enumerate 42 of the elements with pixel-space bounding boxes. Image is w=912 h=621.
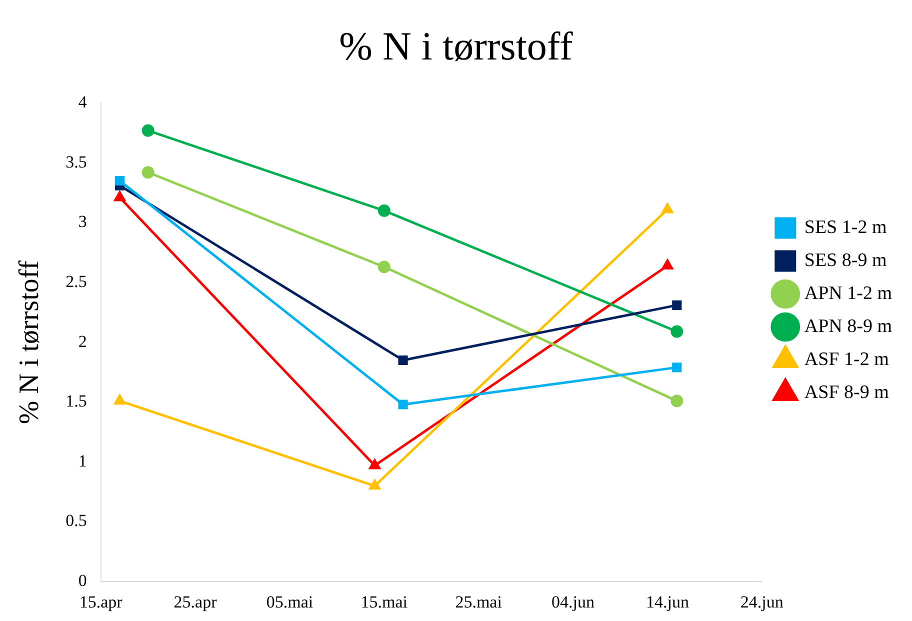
y-tick-label: 4 bbox=[78, 92, 88, 112]
x-tick-label: 25.mai bbox=[455, 592, 502, 612]
y-tick-label: 0 bbox=[78, 571, 87, 590]
point bbox=[672, 300, 682, 310]
x-tick-label: 04.jun bbox=[552, 592, 595, 612]
point bbox=[378, 204, 390, 217]
y-axis-title: % N i tørrstoff bbox=[14, 260, 46, 424]
y-tick-label: 2 bbox=[78, 332, 87, 351]
legend-label: SES 8-9 m bbox=[804, 250, 887, 271]
point bbox=[398, 400, 408, 410]
point bbox=[142, 124, 154, 137]
y-tick-label: 3 bbox=[78, 212, 87, 232]
legend-label: ASF 8-9 m bbox=[804, 382, 890, 403]
point bbox=[398, 355, 408, 366]
point bbox=[369, 459, 380, 470]
point bbox=[114, 191, 126, 202]
point bbox=[369, 480, 380, 490]
x-tick-label: 05.mai bbox=[266, 592, 314, 612]
legend-label: APN 8-9 m bbox=[804, 316, 892, 337]
point bbox=[662, 259, 674, 270]
point bbox=[142, 166, 154, 179]
point bbox=[670, 394, 684, 408]
x-tick-label: 14.jun bbox=[646, 592, 690, 612]
y-tick-label: 3.5 bbox=[66, 152, 87, 172]
y-tick-label: 2.5 bbox=[66, 272, 87, 291]
x-tick-label: 15.mai bbox=[360, 592, 408, 612]
point bbox=[114, 176, 125, 186]
point bbox=[378, 260, 390, 274]
point bbox=[672, 362, 682, 372]
y-tick-label: 1 bbox=[78, 451, 87, 470]
point bbox=[662, 203, 674, 214]
x-tick-label: 15.apr bbox=[79, 592, 123, 612]
x-tick-label: 25.apr bbox=[174, 592, 218, 612]
x-tick-label: 24.jun bbox=[740, 592, 784, 612]
legend-label: ASF 1-2 m bbox=[804, 348, 890, 370]
chart-title: % N i tørrstoff bbox=[339, 24, 574, 68]
legend-label: APN 1-2 m bbox=[804, 282, 892, 304]
legend-label: SES 1-2 m bbox=[804, 216, 887, 238]
y-tick-label: 1.5 bbox=[66, 392, 87, 411]
y-tick-label: 0.5 bbox=[66, 511, 87, 530]
point bbox=[114, 394, 126, 405]
point bbox=[670, 325, 684, 338]
